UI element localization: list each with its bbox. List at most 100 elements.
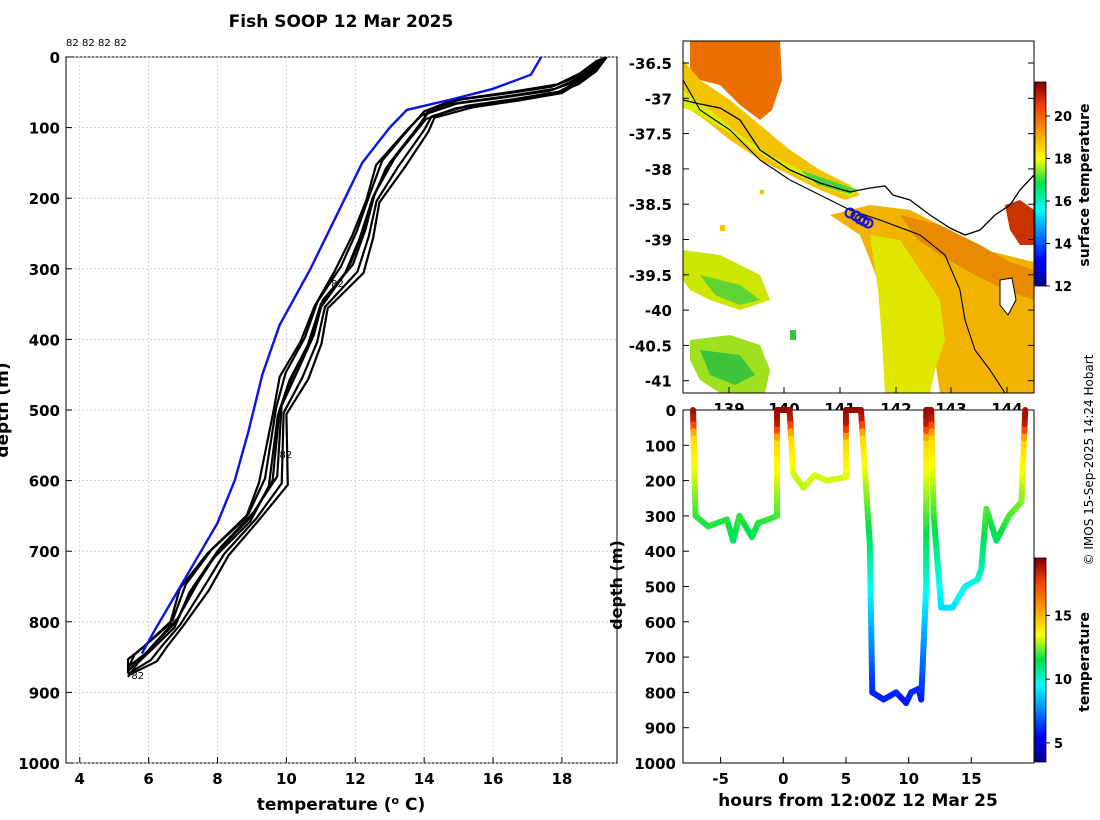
depth-y-tick-label: 200 [645, 473, 676, 491]
track-point [862, 217, 874, 229]
x-tick-label: 14 [414, 770, 435, 788]
depth-plot-area [682, 409, 1035, 764]
sst-colorbar-tick-label: 12 [1054, 280, 1072, 295]
map-frame [682, 40, 1035, 394]
x-tick-label: 6 [143, 770, 153, 788]
sst-colorbar-ticks: 12 14 16 18 20 [1046, 110, 1072, 295]
sst-colorbar-tick-label: 18 [1054, 153, 1072, 168]
x-tick-label: 8 [212, 770, 222, 788]
temp-colorbar [1034, 557, 1047, 763]
profile-plot-area [65, 56, 618, 764]
sst-colorbar-tick-label: 20 [1054, 110, 1072, 125]
depth-y-tick-label: 500 [645, 579, 676, 597]
xbt-profile-line [127, 57, 608, 678]
map-y-tick-label: -40.5 [629, 337, 672, 355]
sst-map: 139140141142143144 -36.5-37-37.5-38-38.5… [629, 40, 1093, 418]
y-tick-label: 100 [29, 120, 60, 138]
map-y-tick-label: -39 [645, 232, 672, 250]
temp-colorbar-tick-label: 10 [1054, 673, 1072, 688]
depth-y-axis-label: depth (m) [607, 540, 626, 630]
temp-colorbar-tick-label: 5 [1054, 737, 1063, 752]
sst-colorbar-tick-label: 16 [1054, 195, 1072, 210]
x-tick-label: 16 [483, 770, 504, 788]
climatology-line [140, 57, 543, 655]
profile-label: 82 [131, 671, 144, 682]
depth-x-axis-label: hours from 12:00Z 12 Mar 25 [718, 791, 998, 811]
depth-y-tick-labels: 0 100 200 300 400 500 600 700 800 900 1000 [634, 402, 689, 773]
map-y-tick-label: -39.5 [629, 267, 672, 285]
depth-y-tick-label: 400 [645, 543, 676, 561]
map-y-tick-label: -36.5 [629, 55, 672, 73]
credit-text: © IMOS 15-Sep-2025 14:24 Hobart [1082, 354, 1096, 565]
profile-labels: 82 82 82 [131, 279, 343, 682]
depth-y-tick-label: 300 [645, 508, 676, 526]
temp-colorbar-label: temperature [1077, 612, 1093, 712]
x-tick-label: 12 [345, 770, 366, 788]
top-labels: 82 82 82 82 [66, 38, 127, 49]
x-tick-label: 18 [551, 770, 572, 788]
depth-y-tick-label: 0 [666, 402, 676, 420]
y-tick-label: 800 [29, 614, 60, 632]
depth-x-tick-labels: -5 0 5 10 15 [712, 757, 982, 788]
depth-x-tick-label: -5 [712, 770, 729, 788]
depth-y-tick-label: 1000 [634, 755, 676, 773]
depth-y-tick-label: 600 [645, 614, 676, 632]
sst-colorbar [1034, 81, 1047, 287]
xbt-profile-line [127, 57, 608, 675]
y-tick-label: 300 [29, 261, 60, 279]
map-y-tick-label: -40 [645, 302, 672, 320]
map-y-tick-label: -37.5 [629, 126, 672, 144]
map-y-tick-label: -38.5 [629, 196, 672, 214]
temp-colorbar-tick-label: 15 [1054, 609, 1072, 624]
top-label: 82 [82, 38, 95, 49]
depth-y-tick-label: 700 [645, 649, 676, 667]
y-tick-label: 900 [29, 684, 60, 702]
map-y-tick-label: -38 [645, 161, 672, 179]
track-point [844, 207, 856, 219]
depth-profiles [690, 407, 1029, 706]
y-tick-label: 0 [50, 49, 60, 67]
y-axis-label: depth (m) [0, 362, 13, 457]
top-label: 82 [114, 38, 127, 49]
y-tick-labels: 0 100 200 300 400 500 600 700 800 900 1000 [18, 49, 60, 773]
temp-colorbar-ticks: 5 10 15 [1046, 609, 1072, 752]
depth-y-tick-label: 100 [645, 437, 676, 455]
y-tick-label: 700 [29, 543, 60, 561]
y-tick-label: 500 [29, 402, 60, 420]
y-tick-label: 600 [29, 473, 60, 491]
x-tick-labels: 4 6 8 10 12 14 16 18 [75, 770, 573, 788]
profile-label: 82 [331, 279, 344, 290]
depth-trace-segment [705, 516, 730, 530]
shelf-break [683, 79, 1006, 393]
depth-y-tick-label: 800 [645, 684, 676, 702]
depth-x-tick-label: 0 [778, 770, 788, 788]
depth-trace-segment [824, 474, 849, 484]
island [999, 277, 1017, 316]
map-y-tick-label: -37 [645, 90, 672, 108]
sst-colorbar-label: surface temperature [1077, 103, 1093, 266]
sst-colorbar-tick-label: 14 [1054, 238, 1072, 253]
depth-time-chart: -5 0 5 10 15 0100200300400500600700800900100… [607, 402, 1093, 811]
chart-title: Fish SOOP 12 Mar 2025 [229, 12, 454, 32]
depth-y-tick-label: 900 [645, 720, 676, 738]
xbt-profile-line [127, 57, 608, 668]
x-axis-label: temperature (o C) [257, 794, 426, 816]
top-label: 82 [98, 38, 111, 49]
profile-label: 82 [280, 450, 293, 461]
y-tick-label: 200 [29, 190, 60, 208]
profile-lines [126, 57, 608, 678]
y-tick-label: 400 [29, 331, 60, 349]
ship-track [844, 207, 874, 229]
depth-x-tick-label: 15 [961, 770, 982, 788]
top-label: 82 [66, 38, 79, 49]
coastline [683, 99, 1034, 236]
depth-x-tick-label: 10 [898, 770, 919, 788]
x-tick-label: 10 [276, 770, 297, 788]
depth-x-tick-label: 5 [841, 770, 851, 788]
x-tick-label: 4 [75, 770, 85, 788]
sst-field [683, 41, 1034, 393]
map-y-tick-labels: -36.5 -37 -37.5 -38 -38.5 -39 -39.5 -40 -40.5 -41 [629, 55, 1034, 391]
map-y-tick-label: -41 [645, 373, 672, 391]
